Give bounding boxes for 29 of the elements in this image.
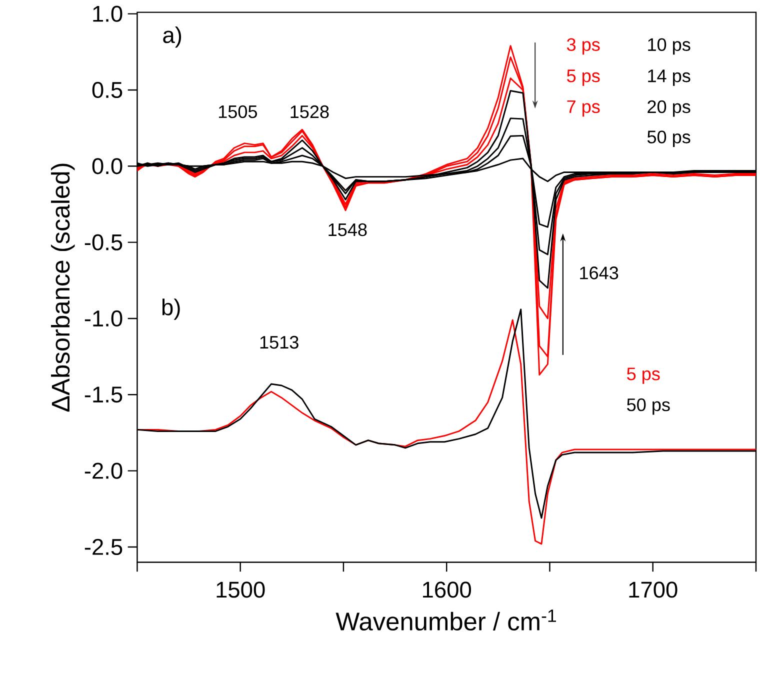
annotation: a): [163, 26, 182, 48]
x-tick-label: 1700: [629, 582, 678, 598]
x-tick-label: 1500: [216, 582, 265, 598]
annotation: 7 ps: [567, 100, 600, 117]
y-axis-title: ΔAbsorbance (scaled): [51, 164, 75, 412]
annotation: 1505: [218, 105, 258, 118]
annotation: 20 ps: [648, 100, 690, 117]
annotation: 1643: [580, 266, 618, 280]
annotation: 3 ps: [566, 38, 600, 55]
y-tick-label: -2.5: [84, 539, 122, 556]
y-tick-label: 1.0: [93, 6, 122, 22]
y-tick-label: -0.5: [84, 234, 122, 251]
x-tick-label: 1600: [423, 582, 472, 598]
x-axis-title: Wavenumber / cm$^{-1}$: [336, 610, 556, 631]
annotation: 1513: [260, 336, 298, 349]
annotation: 10 ps: [648, 38, 690, 55]
annotation: 1528: [290, 106, 329, 118]
annotation: 14 ps: [648, 70, 690, 86]
annotation: 50 ps: [627, 398, 670, 415]
annotation: 1548: [328, 224, 367, 236]
y-tick-label: -1.0: [84, 310, 122, 327]
y-tick-label: -2.0: [84, 462, 122, 480]
annotation: 5 ps: [627, 368, 660, 384]
annotation: 50 ps: [647, 130, 690, 148]
annotation: 5 ps: [567, 70, 600, 86]
y-tick-label: 0.0: [92, 158, 122, 174]
y-tick-label: -1.5: [84, 386, 122, 403]
y-tick-label: 0.5: [92, 82, 122, 98]
annotation: b): [162, 298, 180, 320]
